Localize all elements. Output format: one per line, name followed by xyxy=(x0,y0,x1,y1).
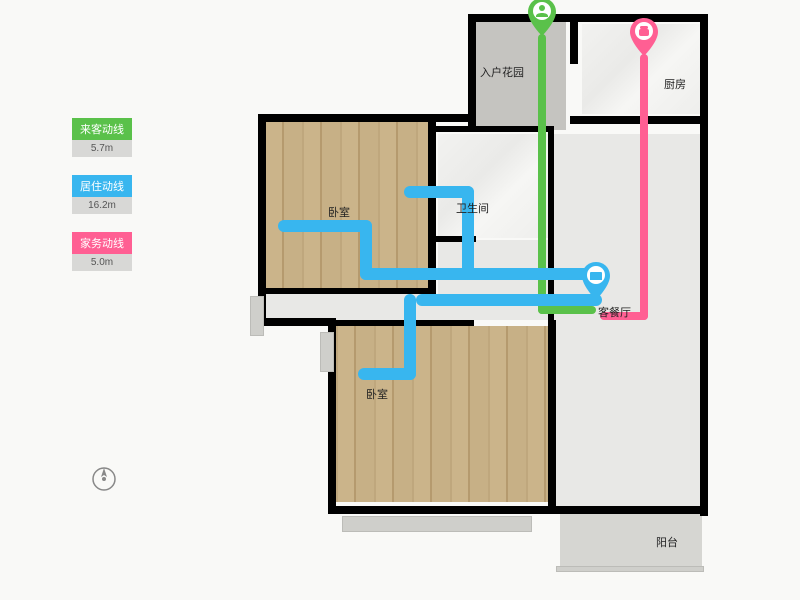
window-ledge xyxy=(342,516,532,532)
flow-living-seg xyxy=(404,186,474,198)
legend-value: 5.0m xyxy=(72,254,132,271)
legend-item-living: 居住动线 16.2m xyxy=(72,175,132,214)
flow-chores-seg xyxy=(640,54,648,320)
hallway xyxy=(438,240,550,294)
legend-item-visitor: 来客动线 5.7m xyxy=(72,118,132,157)
label-bedroom-lower: 卧室 xyxy=(366,386,388,402)
legend-item-chores: 家务动线 5.0m xyxy=(72,232,132,271)
legend-label: 家务动线 xyxy=(72,232,132,254)
floor-plan: 入户花园 厨房 卫生间 卧室 卧室 客餐厅 阳台 xyxy=(258,6,742,586)
label-kitchen: 厨房 xyxy=(664,76,686,92)
flow-living-seg xyxy=(278,220,372,232)
legend-label: 来客动线 xyxy=(72,118,132,140)
window-ledge xyxy=(250,296,264,336)
legend-label: 居住动线 xyxy=(72,175,132,197)
flow-living-seg xyxy=(360,268,602,280)
balcony-rail xyxy=(556,566,704,572)
pin-chores xyxy=(630,18,658,56)
flow-visitor-seg xyxy=(538,306,596,314)
window-ledge xyxy=(320,332,334,372)
legend: 来客动线 5.7m 居住动线 16.2m 家务动线 5.0m xyxy=(72,118,132,289)
compass-icon xyxy=(90,465,118,493)
room-balcony xyxy=(560,514,702,566)
label-bathroom: 卫生间 xyxy=(456,200,489,216)
flow-living-seg xyxy=(416,294,602,306)
pin-visitor xyxy=(528,0,556,36)
room-bedroom-lower xyxy=(336,326,548,502)
legend-value: 5.7m xyxy=(72,140,132,157)
label-entry-garden: 入户花园 xyxy=(480,64,524,80)
label-living-dining: 客餐厅 xyxy=(598,304,631,320)
room-living-dining xyxy=(554,134,702,506)
label-bedroom-upper: 卧室 xyxy=(328,204,350,220)
flow-living-seg xyxy=(358,368,416,380)
label-balcony: 阳台 xyxy=(656,534,678,550)
pin-living xyxy=(582,262,610,300)
legend-value: 16.2m xyxy=(72,197,132,214)
